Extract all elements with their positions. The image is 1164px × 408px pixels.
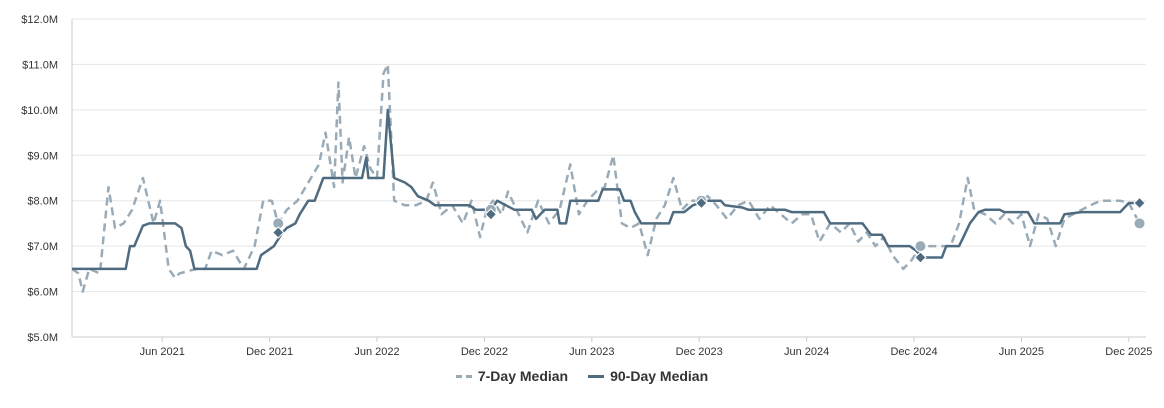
marker-90-day-median[interactable]: [695, 196, 708, 210]
x-tick-label: Dec 2025: [1105, 346, 1152, 358]
chart-legend: 7-Day Median 90-Day Median: [0, 368, 1164, 384]
y-tick-label: $8.0M: [27, 196, 58, 208]
x-axis: Jun 2021 Dec 2021 Jun 2022 Dec 2022 Jun 2023…: [72, 336, 1152, 358]
marker-90-day-median[interactable]: [914, 251, 927, 264]
marker-7-day-median[interactable]: [914, 240, 927, 253]
legend-label-90-day: 90-Day Median: [610, 368, 709, 384]
x-tick-label: Jun 2023: [569, 346, 614, 358]
series-line-7-day-median[interactable]: [71, 63, 1141, 293]
marker-7-day-median[interactable]: [1133, 217, 1146, 230]
legend-item-7-day[interactable]: 7-Day Median: [455, 368, 569, 384]
marker-90-day-median[interactable]: [484, 208, 498, 221]
legend-item-90-day[interactable]: 90-Day Median: [588, 368, 708, 384]
y-tick-label: $10.0M: [21, 105, 58, 117]
y-tick-label: $11.0M: [22, 59, 58, 71]
median-price-chart: $5.0M $6.0M $7.0M $8.0M $9.0M $10.0M $11.0M $12…: [21, 14, 1152, 358]
x-tick-label: Jun 2021: [140, 346, 185, 358]
y-tick-label: $9.0M: [27, 150, 58, 162]
y-axis: $5.0M $6.0M $7.0M $8.0M $9.0M $10.0M $11.0M $12…: [21, 14, 73, 344]
marker-layer: [272, 194, 1146, 264]
marker-90-day-median[interactable]: [1133, 196, 1146, 210]
x-tick-label: Dec 2022: [461, 346, 508, 358]
y-tick-label: $12.0M: [21, 14, 58, 26]
y-tick-label: $6.0M: [27, 287, 58, 299]
series-line-90-day-median[interactable]: [72, 108, 1140, 271]
x-tick-label: Dec 2023: [676, 346, 723, 358]
legend-label-7-day: 7-Day Median: [477, 368, 569, 384]
y-tick-label: $5.0M: [27, 332, 58, 344]
x-tick-label: Jun 2025: [999, 346, 1044, 358]
x-tick-label: Dec 2021: [246, 346, 293, 358]
x-tick-label: Jun 2022: [354, 346, 399, 358]
x-tick-label: Jun 2024: [784, 346, 829, 358]
y-tick-label: $7.0M: [27, 241, 58, 253]
legend-dash-swatch: [455, 374, 472, 378]
legend-solid-swatch: [588, 374, 605, 378]
series-layer: [71, 63, 1141, 293]
grid-lines: [72, 18, 1146, 338]
x-tick-label: Dec 2024: [890, 346, 937, 358]
marker-90-day-median[interactable]: [272, 226, 285, 239]
